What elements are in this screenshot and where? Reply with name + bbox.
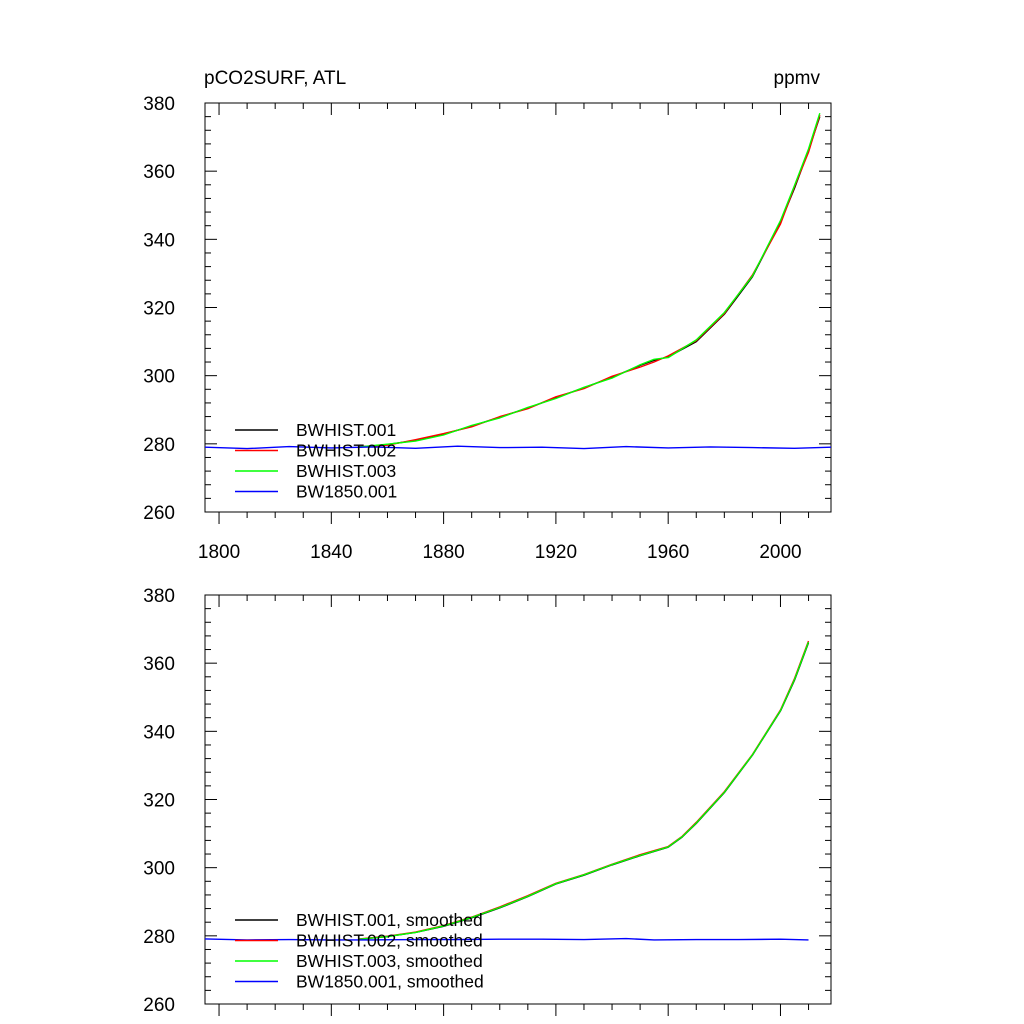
bottom-series-line-1 <box>359 642 810 940</box>
top-plot-series <box>204 112 832 450</box>
top-series-line-3 <box>359 112 821 448</box>
bottom-ytick-label: 320 <box>143 791 175 812</box>
top-xtick-label: 1960 <box>647 542 689 563</box>
top-legend-label: BWHIST.002 <box>296 441 396 461</box>
top-ytick-label: 260 <box>143 503 175 524</box>
top-plot-title: pCO2SURF, ATL <box>204 68 346 89</box>
bottom-ytick-label: 340 <box>143 722 175 743</box>
top-xtick-label: 2000 <box>759 542 801 563</box>
top-plot-units: ppmv <box>774 68 821 89</box>
bottom-series-line-2 <box>359 640 810 940</box>
bottom-series-line-3 <box>359 641 810 940</box>
bottom-ytick-label: 280 <box>143 927 175 948</box>
top-series-line-4 <box>204 445 832 450</box>
bottom-legend-label: BWHIST.001, smoothed <box>296 910 483 930</box>
bottom-ytick-label: 360 <box>143 654 175 675</box>
top-plot-panel: pCO2SURF, ATL ppmv 260 280 300 320 340 360 380… <box>143 68 832 563</box>
top-xtick-label: 1800 <box>198 542 240 563</box>
top-series-line-2 <box>359 114 821 448</box>
top-xtick-label: 1920 <box>535 542 577 563</box>
bottom-series-line-4 <box>204 937 809 941</box>
top-plot-axes: 260 280 300 320 340 360 380 1800 1840 1880 1920 196… <box>143 94 831 563</box>
top-xtick-label: 1880 <box>422 542 464 563</box>
bottom-ytick-label: 300 <box>143 859 175 880</box>
bottom-plot-panel: 260 280 300 320 340 360 380 BWHIST.001, smooth… <box>143 586 832 1016</box>
top-ytick-label: 340 <box>143 230 175 251</box>
bottom-legend-label: BWHIST.002, smoothed <box>296 931 483 951</box>
bottom-legend-label: BW1850.001, smoothed <box>296 972 484 992</box>
top-legend-label: BWHIST.003 <box>296 461 396 481</box>
top-legend-label: BW1850.001 <box>296 482 397 502</box>
bottom-ytick-label: 260 <box>143 995 175 1016</box>
bottom-ytick-label: 380 <box>143 586 175 607</box>
bottom-plot-axes: 260 280 300 320 340 360 380 <box>143 586 831 1016</box>
bottom-legend-label: BWHIST.003, smoothed <box>296 951 483 971</box>
top-legend-label: BWHIST.001 <box>296 420 396 440</box>
top-ytick-label: 280 <box>143 435 175 456</box>
top-ytick-label: 380 <box>143 94 175 115</box>
bottom-plot-series <box>204 640 810 941</box>
top-ytick-label: 320 <box>143 299 175 320</box>
top-series-line-1 <box>359 116 821 448</box>
top-xtick-label: 1840 <box>310 542 352 563</box>
top-ytick-label: 300 <box>143 367 175 388</box>
top-ytick-label: 360 <box>143 162 175 183</box>
